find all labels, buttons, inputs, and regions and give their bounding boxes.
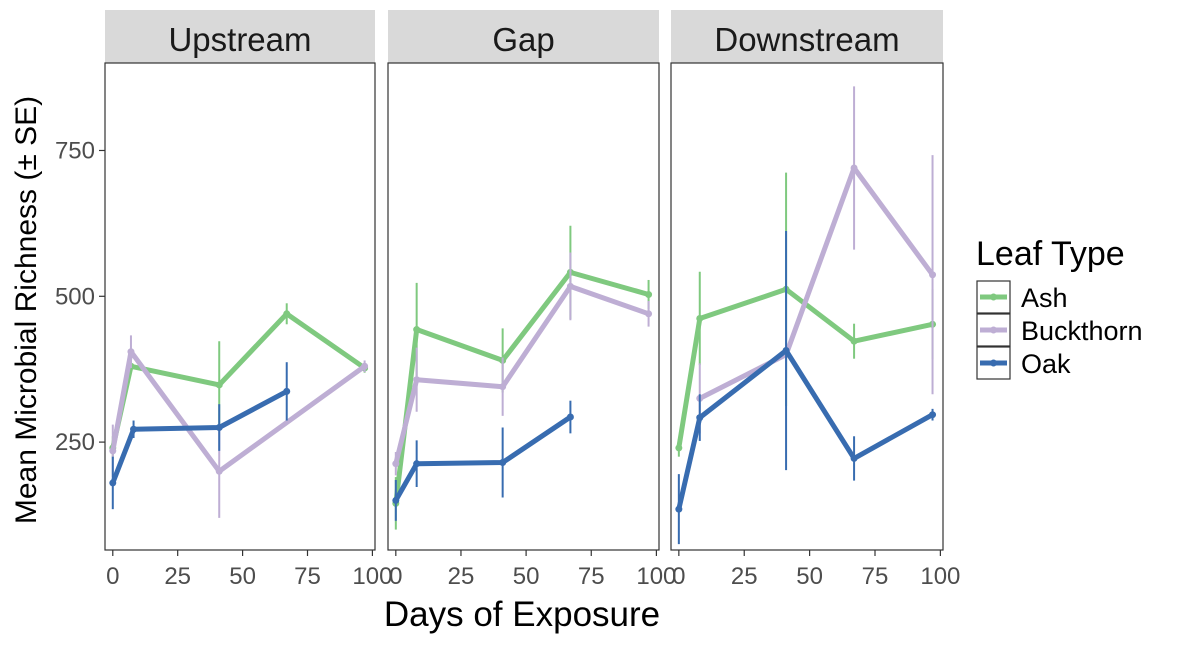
panel-upstream: Upstream [104, 10, 376, 551]
x-tick-label: 25 [731, 563, 758, 590]
series-buckthorn-downstream [696, 86, 937, 434]
data-point-buckthorn [566, 282, 574, 290]
data-point-ash [696, 314, 704, 322]
x-tick-label: 50 [796, 563, 823, 590]
data-point-oak [215, 424, 223, 432]
data-point-buckthorn [413, 376, 421, 384]
x-axis-title: Days of Exposure [384, 595, 660, 634]
data-point-oak [675, 505, 683, 513]
data-point-ash [413, 326, 421, 334]
series-line-oak [393, 414, 572, 502]
data-point-ash [283, 310, 291, 318]
data-point-buckthorn [392, 460, 400, 468]
x-tick-label: 75 [294, 563, 321, 590]
data-point-ash [215, 381, 223, 389]
strip-background-downstream [671, 10, 943, 63]
series-oak-downstream [675, 230, 937, 545]
data-point-buckthorn [127, 348, 135, 356]
y-tick-label: 750 [55, 137, 95, 164]
data-point-oak [130, 425, 138, 433]
legend-swatch-point-buckthorn [990, 326, 997, 334]
panel-downstream: Downstream [670, 10, 944, 551]
x-tick-label: 75 [578, 563, 605, 590]
legend-label-oak: Oak [1021, 349, 1071, 379]
data-point-buckthorn [929, 271, 937, 279]
x-tick-label: 100 [636, 563, 676, 590]
data-point-buckthorn [215, 467, 223, 475]
x-tick-label: 75 [862, 563, 889, 590]
legend-entry-oak: Oak [976, 346, 1071, 380]
strip-label-gap: Gap [492, 21, 554, 58]
legend-swatch-point-ash [990, 293, 997, 301]
data-point-oak [696, 414, 704, 422]
data-point-buckthorn [645, 310, 653, 318]
data-point-oak [566, 413, 574, 421]
legend-title: Leaf Type [976, 235, 1125, 273]
x-tick-label: 100 [352, 563, 392, 590]
data-point-buckthorn [499, 383, 507, 391]
strip-label-upstream: Upstream [168, 21, 311, 58]
data-point-buckthorn [361, 362, 369, 370]
series-line-buckthorn [110, 349, 367, 474]
panel-border-gap [387, 62, 660, 551]
data-point-oak [392, 496, 400, 504]
panel-gap: Gap [387, 10, 660, 551]
data-point-ash [675, 444, 683, 452]
data-point-oak [283, 387, 291, 395]
facet-panels: Upstream Gap Downstream [104, 10, 944, 551]
x-tick-label: 0 [389, 563, 402, 590]
series-line-buckthorn [698, 165, 935, 401]
x-tick-label: 50 [513, 563, 540, 590]
y-axis-title: Mean Microbial Richness (± SE) [10, 96, 43, 524]
legend-entry-buckthorn: Buckthorn [976, 313, 1143, 347]
strip-background-upstream [105, 10, 375, 63]
data-point-ash [645, 291, 653, 299]
data-point-oak [413, 460, 421, 468]
series-oak-gap [392, 400, 574, 521]
strip-label-downstream: Downstream [714, 21, 899, 58]
y-tick-label: 500 [55, 283, 95, 310]
data-point-oak [499, 459, 507, 467]
data-point-oak [109, 479, 117, 487]
data-point-buckthorn [850, 164, 858, 172]
legend-label-buckthorn: Buckthorn [1021, 316, 1143, 346]
legend-swatch-point-oak [990, 359, 997, 367]
panel-border-upstream [104, 62, 376, 551]
x-tick-label: 25 [448, 563, 475, 590]
x-tick-label: 0 [672, 563, 685, 590]
data-point-oak [782, 347, 790, 355]
x-tick-label: 0 [106, 563, 119, 590]
data-point-ash [850, 337, 858, 345]
legend-label-ash: Ash [1021, 283, 1068, 313]
x-tick-label: 100 [920, 563, 960, 590]
legend-entry-ash: Ash [976, 280, 1068, 314]
data-point-buckthorn [109, 447, 117, 455]
x-tick-label: 50 [229, 563, 256, 590]
x-tick-label: 25 [164, 563, 191, 590]
y-tick-label: 250 [55, 429, 95, 456]
strip-background-gap [388, 10, 659, 63]
data-point-oak [850, 454, 858, 462]
y-axis: 250 500 750 [55, 137, 105, 456]
series-line-oak [110, 389, 288, 484]
series-oak-upstream [109, 362, 291, 510]
data-point-oak [929, 411, 937, 419]
series-buckthorn-gap [392, 252, 653, 476]
